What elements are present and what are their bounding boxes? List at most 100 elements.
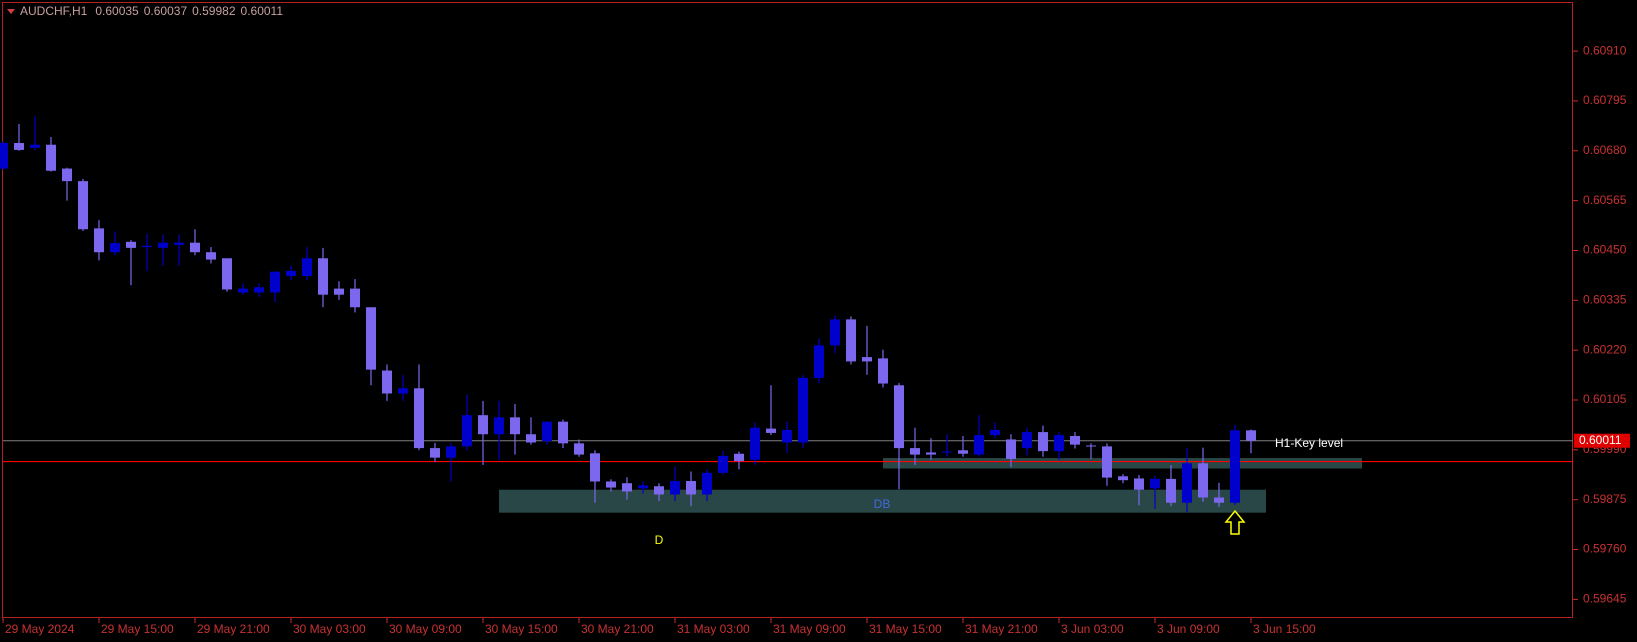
candle-body bbox=[926, 452, 936, 455]
x-tick-label: 3 Jun 09:00 bbox=[1157, 622, 1220, 636]
candle-body bbox=[190, 242, 200, 253]
x-tick-label: 3 Jun 03:00 bbox=[1061, 622, 1124, 636]
candle-body bbox=[158, 242, 168, 248]
candle-body bbox=[894, 385, 904, 449]
candle-body bbox=[14, 142, 24, 150]
annotation: D bbox=[655, 533, 664, 547]
candle-body bbox=[718, 455, 728, 473]
y-tick-label: 0.60565 bbox=[1583, 193, 1627, 207]
x-tick-label: 29 May 15:00 bbox=[101, 622, 174, 636]
candle-body bbox=[974, 435, 984, 455]
candle-body bbox=[830, 319, 840, 346]
candle-body bbox=[366, 307, 376, 370]
x-tick-label: 30 May 03:00 bbox=[293, 622, 366, 636]
candle-body bbox=[750, 427, 760, 460]
candle-body bbox=[1022, 432, 1032, 449]
y-tick-label: 0.60910 bbox=[1583, 43, 1627, 57]
candle-body bbox=[1086, 445, 1096, 447]
current-price-label: 0.60011 bbox=[1579, 433, 1622, 447]
y-tick-label: 0.59875 bbox=[1583, 492, 1627, 506]
candle-body bbox=[670, 481, 680, 495]
header-value: 0.60035 bbox=[95, 4, 139, 18]
candle-body bbox=[558, 421, 568, 444]
candle-body bbox=[1214, 497, 1224, 503]
candle-body bbox=[606, 481, 616, 488]
candle-body bbox=[78, 181, 88, 230]
candle-body bbox=[446, 446, 456, 458]
zone bbox=[883, 458, 1362, 469]
candle-body bbox=[814, 345, 824, 378]
annotation: H1-Key level bbox=[1275, 436, 1343, 450]
current-price-box bbox=[1574, 433, 1630, 448]
candle-body bbox=[350, 288, 360, 308]
candle-body bbox=[206, 252, 216, 260]
y-tick-label: 0.59760 bbox=[1583, 542, 1627, 556]
up-arrow bbox=[1224, 509, 1246, 535]
candle-body bbox=[910, 448, 920, 455]
candle-body bbox=[1134, 478, 1144, 490]
x-tick-label: 30 May 21:00 bbox=[581, 622, 654, 636]
candle-body bbox=[270, 271, 280, 293]
candle-body bbox=[110, 243, 120, 253]
x-tick-label: 31 May 09:00 bbox=[773, 622, 846, 636]
y-tick-label: 0.60220 bbox=[1583, 342, 1627, 356]
candle-body bbox=[1166, 478, 1176, 503]
candle-body bbox=[574, 443, 584, 455]
plot-frame bbox=[2, 2, 1573, 618]
candle-body bbox=[1006, 439, 1016, 459]
candle-body bbox=[462, 415, 472, 447]
candle-body bbox=[622, 483, 632, 492]
candle-body bbox=[1102, 446, 1112, 478]
candle-body bbox=[94, 228, 104, 253]
candle-body bbox=[334, 288, 344, 295]
candle-body bbox=[862, 357, 872, 362]
x-tick-label: 29 May 21:00 bbox=[197, 622, 270, 636]
candle-body bbox=[126, 241, 136, 248]
candle-body bbox=[238, 288, 248, 293]
candle-body bbox=[478, 415, 488, 435]
candle-body bbox=[46, 144, 56, 171]
y-tick-label: 0.60335 bbox=[1583, 292, 1627, 306]
candle-body bbox=[302, 258, 312, 277]
header-value: 0.60011 bbox=[241, 4, 284, 18]
x-tick-label: 3 Jun 15:00 bbox=[1253, 622, 1316, 636]
candle-body bbox=[414, 388, 424, 449]
candle-body bbox=[1246, 430, 1256, 441]
y-tick-label: 0.60680 bbox=[1583, 143, 1627, 157]
header-value: 0.60037 bbox=[144, 4, 188, 18]
candle-body bbox=[590, 453, 600, 482]
candle-body bbox=[702, 472, 712, 495]
candle-body bbox=[1070, 435, 1080, 445]
y-tick-label: 0.59645 bbox=[1583, 592, 1627, 606]
candle-body bbox=[782, 429, 792, 443]
candle-body bbox=[510, 417, 520, 435]
candle-body bbox=[1054, 435, 1064, 452]
y-tick-label: 0.60795 bbox=[1583, 93, 1627, 107]
candle-body bbox=[1230, 430, 1240, 503]
candle-body bbox=[174, 242, 184, 245]
candle-body bbox=[686, 481, 696, 495]
candle-body bbox=[846, 319, 856, 362]
candle-body bbox=[494, 417, 504, 435]
candle-body bbox=[1118, 476, 1128, 481]
candle-body bbox=[798, 377, 808, 443]
x-tick-label: 30 May 09:00 bbox=[389, 622, 462, 636]
candle-body bbox=[638, 485, 648, 489]
candle-body bbox=[990, 429, 1000, 436]
candle-body bbox=[1182, 463, 1192, 503]
candle-body bbox=[878, 358, 888, 384]
candle-body bbox=[654, 486, 664, 495]
candle-body bbox=[958, 450, 968, 454]
candle-body bbox=[142, 245, 152, 248]
candle-body bbox=[398, 388, 408, 394]
candle-body bbox=[254, 287, 264, 293]
y-tick-label: 0.60450 bbox=[1583, 243, 1627, 257]
candle-body bbox=[30, 144, 40, 148]
x-tick-label: 31 May 21:00 bbox=[965, 622, 1038, 636]
header-value: 0.59982 bbox=[192, 4, 236, 18]
candle-body bbox=[1150, 478, 1160, 489]
candle-body bbox=[734, 453, 744, 462]
